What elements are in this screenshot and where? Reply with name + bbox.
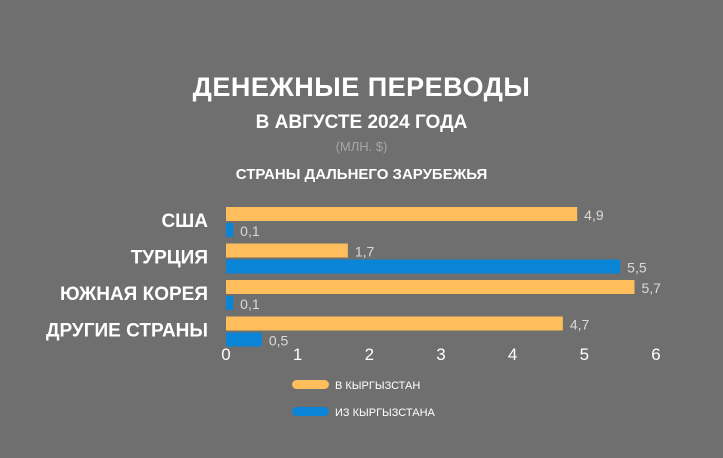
legend-swatch: [292, 407, 329, 416]
x-tick-label: 5: [580, 345, 589, 364]
x-tick-label: 3: [436, 345, 445, 364]
x-tick-label: 4: [508, 345, 517, 364]
bar: [226, 259, 621, 274]
data-label: 4,9: [584, 207, 604, 223]
chart-title: ДЕНЕЖНЫЕ ПЕРЕВОДЫ: [192, 72, 531, 102]
category-label: ТУРЦИЯ: [131, 248, 208, 269]
data-label: 5,7: [642, 280, 662, 296]
bar: [226, 243, 348, 258]
data-label: 0,1: [240, 223, 260, 239]
data-label: 0,5: [269, 333, 289, 349]
legend-swatch: [292, 380, 329, 389]
x-tick-label: 1: [293, 345, 302, 364]
bar: [226, 280, 635, 294]
category-label: ДРУГИЕ СТРАНЫ: [46, 321, 208, 342]
x-tick-label: 6: [651, 345, 660, 364]
bar: [226, 316, 563, 331]
category-label: ЮЖНАЯ КОРЕЯ: [60, 284, 208, 305]
data-label: 1,7: [355, 244, 375, 260]
chart-unit: (МЛН. $): [335, 139, 388, 154]
bar: [226, 296, 234, 310]
data-label: 5,5: [627, 260, 647, 276]
legend-label: ИЗ КЫРГЫЗСТАНА: [335, 407, 436, 419]
legend-label: В КЫРГЫЗСТАН: [335, 380, 420, 392]
data-label: 4,7: [570, 317, 590, 333]
category-label: США: [161, 211, 208, 232]
data-label: 0,1: [240, 296, 260, 312]
chart-subtitle: В АВГУСТЕ 2024 ГОДА: [255, 112, 468, 133]
bar: [226, 223, 234, 237]
x-tick-label: 0: [221, 345, 230, 364]
bar: [226, 207, 578, 221]
x-tick-label: 2: [365, 345, 374, 364]
bar: [226, 332, 262, 347]
chart-group-label: СТРАНЫ ДАЛЬНЕГО ЗАРУБЕЖЬЯ: [235, 166, 488, 183]
